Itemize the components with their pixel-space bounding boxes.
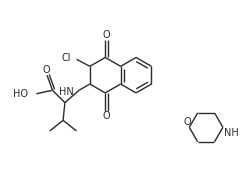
Text: O: O [184, 117, 192, 127]
Text: HO: HO [14, 89, 28, 99]
Text: NH: NH [224, 128, 238, 138]
Text: Cl: Cl [61, 53, 70, 63]
Text: O: O [102, 111, 110, 121]
Text: O: O [42, 65, 50, 75]
Text: O: O [102, 30, 110, 40]
Text: HN: HN [60, 87, 74, 97]
